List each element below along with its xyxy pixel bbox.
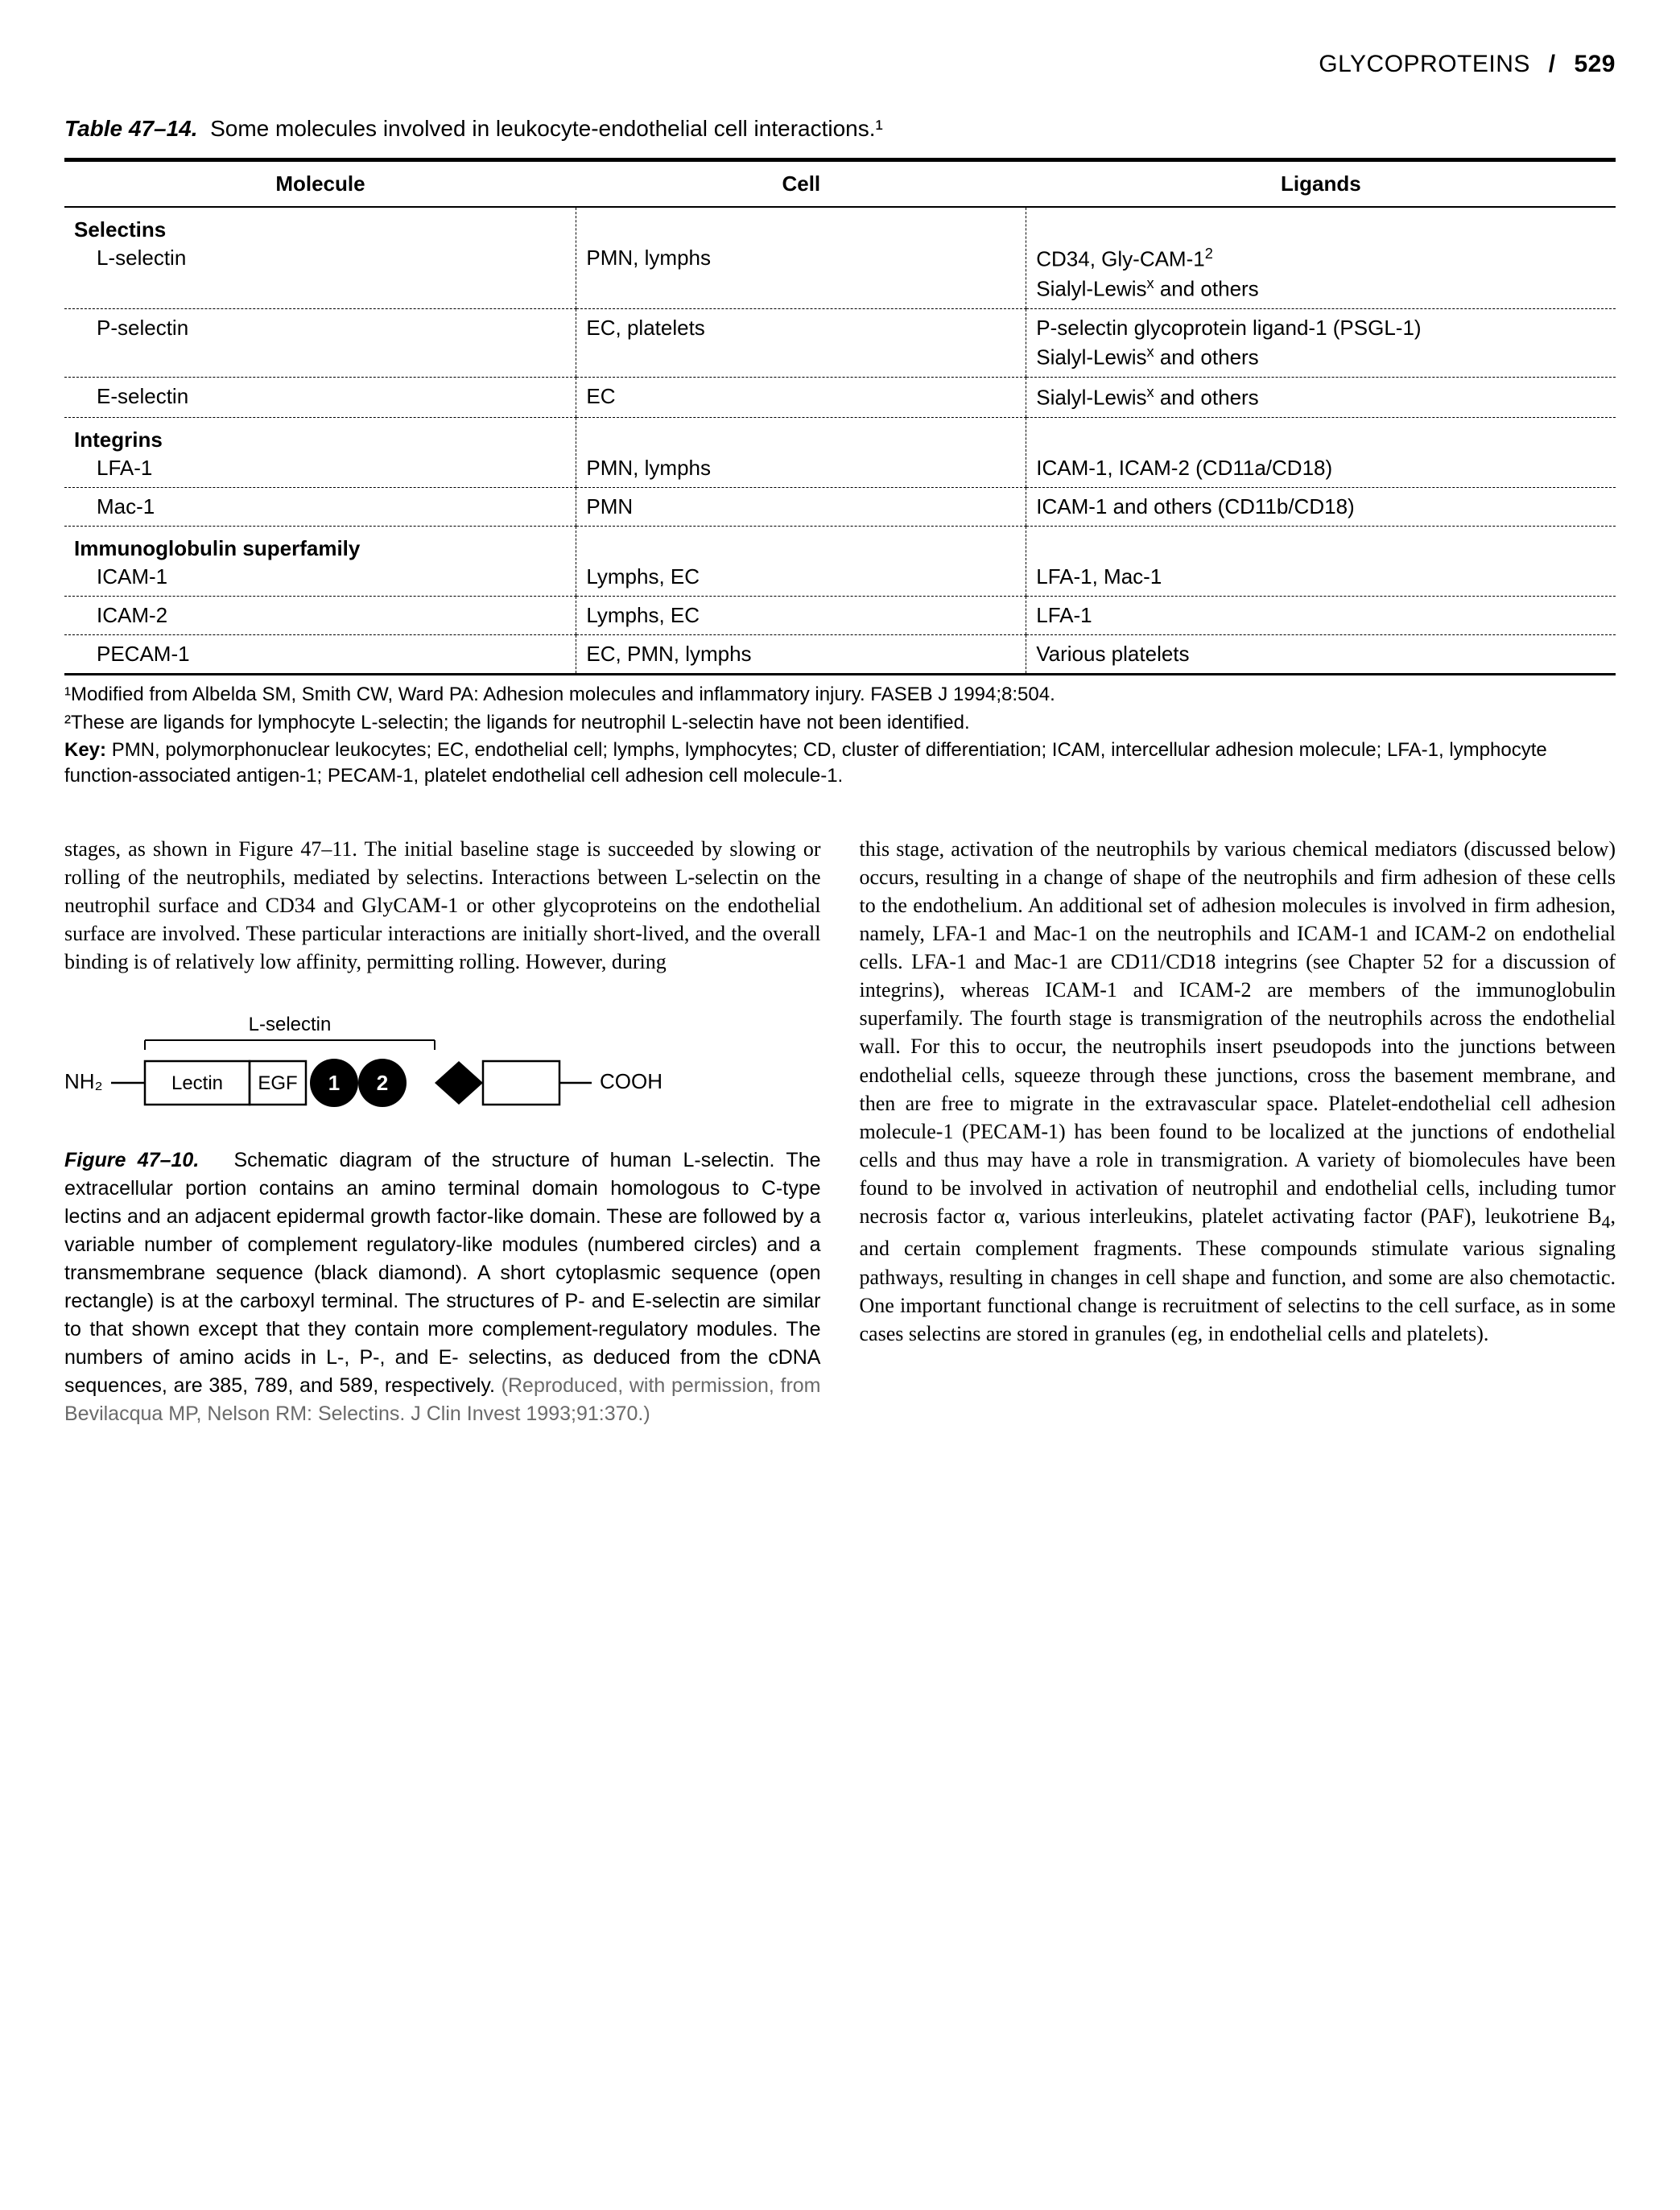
figure-47-10: L-selectin NH₂ Lectin EGF 1 2 (64, 1014, 821, 1428)
table-row: E-selectinECSialyl-Lewisx and others (64, 377, 1616, 417)
table-number: Table 47–14. (64, 116, 198, 141)
body-columns: stages, as shown in Figure 47–11. The in… (64, 835, 1616, 1428)
circle-1-label: 1 (328, 1071, 340, 1095)
th-ligands: Ligands (1026, 160, 1616, 208)
l-selectin-diagram: L-selectin NH₂ Lectin EGF 1 2 (64, 1014, 676, 1135)
cooh-label: COOH (600, 1069, 663, 1093)
lectin-label: Lectin (171, 1072, 223, 1094)
body-text-left: stages, as shown in Figure 47–11. The in… (64, 835, 821, 976)
figure-caption-text: Schematic diagram of the structure of hu… (64, 1149, 821, 1397)
page-number: 529 (1574, 51, 1616, 77)
table-row: ICAM-2Lymphs, ECLFA-1 (64, 597, 1616, 635)
th-molecule: Molecule (64, 160, 576, 208)
footnote-2: ²These are ligands for lymphocyte L-sele… (64, 710, 1616, 736)
cytoplasmic-box (483, 1061, 559, 1105)
left-column: stages, as shown in Figure 47–11. The in… (64, 835, 821, 1428)
th-cell: Cell (576, 160, 1026, 208)
section-name: GLYCOPROTEINS (1319, 51, 1530, 77)
footnote-1: ¹Modified from Albelda SM, Smith CW, War… (64, 682, 1616, 708)
table-row: PECAM-1EC, PMN, lymphsVarious platelets (64, 635, 1616, 675)
table-title-text: Some molecules involved in leukocyte-end… (210, 116, 883, 141)
fig-top-label: L-selectin (249, 1014, 332, 1035)
table-row: Mac-1PMNICAM-1 and others (CD11b/CD18) (64, 487, 1616, 526)
header-separator: / (1549, 51, 1556, 77)
right-column: this stage, activation of the neutrophil… (860, 835, 1616, 1428)
circle-2-label: 2 (377, 1071, 388, 1095)
table-title: Table 47–14. Some molecules involved in … (64, 114, 1616, 144)
table-row: Immunoglobulin superfamilyICAM-1Lymphs, … (64, 526, 1616, 596)
table-footnotes: ¹Modified from Albelda SM, Smith CW, War… (64, 682, 1616, 790)
table-row: P-selectinEC, plateletsP-selectin glycop… (64, 308, 1616, 377)
body-text-right: this stage, activation of the neutrophil… (860, 835, 1616, 1348)
figure-number: Figure 47–10. (64, 1149, 199, 1171)
egf-label: EGF (258, 1072, 297, 1094)
page-header: GLYCOPROTEINS / 529 (64, 48, 1616, 81)
table-key: Key: PMN, polymorphonuclear leukocytes; … (64, 737, 1616, 790)
transmembrane-diamond (435, 1061, 483, 1105)
table-header-row: Molecule Cell Ligands (64, 160, 1616, 208)
table-row: SelectinsL-selectinPMN, lymphsCD34, Gly-… (64, 207, 1616, 308)
table-row: IntegrinsLFA-1PMN, lymphsICAM-1, ICAM-2 … (64, 417, 1616, 487)
adhesion-molecules-table: Molecule Cell Ligands SelectinsL-selecti… (64, 158, 1616, 675)
nh2-label: NH₂ (64, 1069, 103, 1093)
figure-caption: Figure 47–10. Schematic diagram of the s… (64, 1146, 821, 1428)
